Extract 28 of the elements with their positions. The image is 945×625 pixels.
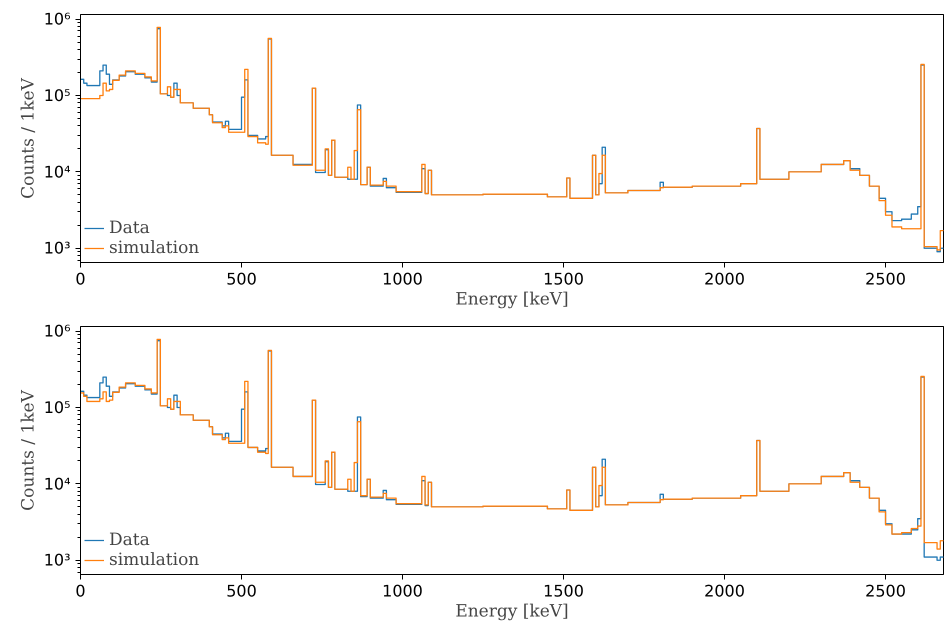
x-tick-label: 1000 [382,270,423,288]
x-tick-label: 2500 [865,270,906,288]
x-axis-title: Energy [keV] [455,290,569,310]
legend-label: Data [109,218,150,238]
x-tick-label: 2000 [704,270,745,288]
y-tick-label: 10⁵ [44,398,71,417]
legend-label: simulation [109,550,200,570]
legend-label: Data [109,530,150,550]
y-axis-title: Counts / 1keV [18,389,39,511]
x-axis-title: Energy [keV] [455,602,569,622]
y-tick-label: 10⁴ [44,162,71,182]
x-tick-label: 2000 [704,582,745,600]
x-tick-label: 0 [75,270,86,288]
legend-label: simulation [109,238,200,258]
x-tick-label: 0 [75,582,86,600]
y-axis-title: Counts / 1keV [18,77,39,199]
y-tick-label: 10³ [44,238,71,258]
y-tick-label: 10⁶ [44,10,71,29]
x-tick-label: 1500 [543,270,584,288]
x-tick-label: 500 [226,582,257,600]
y-tick-label: 10⁴ [44,474,71,494]
y-tick-label: 10³ [44,550,71,570]
y-tick-label: 10⁶ [44,322,71,341]
x-tick-label: 2500 [865,582,906,600]
x-tick-label: 1000 [382,582,423,600]
x-tick-label: 500 [226,270,257,288]
x-tick-label: 1500 [543,582,584,600]
y-tick-label: 10⁵ [44,86,71,105]
